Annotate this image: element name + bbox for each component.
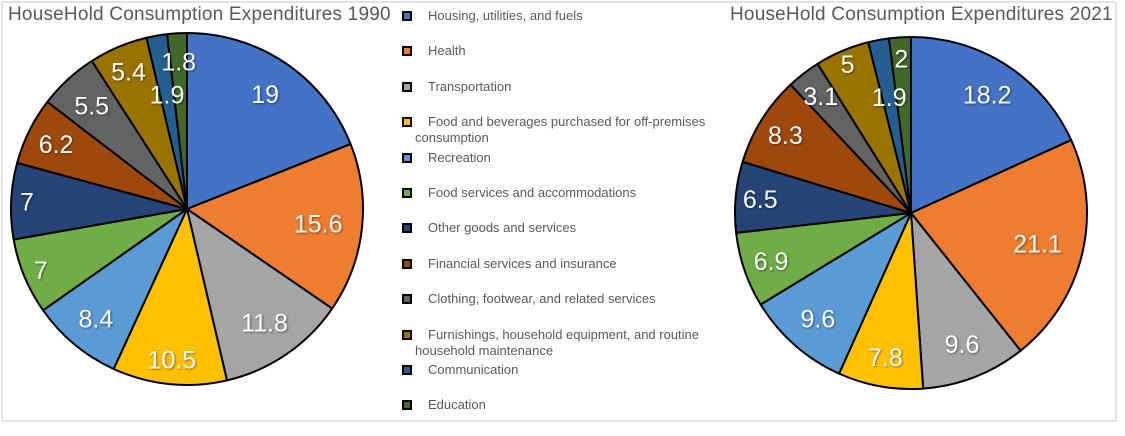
pie-data-label: 1.9 [150,82,185,110]
pie-data-label: 1.9 [872,84,907,112]
legend-item-transportation[interactable]: Transportation [402,79,732,114]
legend-item-label: Transportation [428,78,512,94]
legend-swatch-icon [402,187,412,198]
pie-data-label: 3.1 [803,83,838,111]
legend-item-food-services-and-accommodations[interactable]: Food services and accommodations [402,185,732,220]
pie-data-label: 18.2 [963,82,1012,110]
legend-item-label: Other goods and services [428,220,577,236]
legend-item-financial-services-and-insurance[interactable]: Financial services and insurance [402,256,732,291]
pie-slice-food-and-beverages-purchased-for-off-pre[interactable] [112,208,228,386]
legend-item-housing-utilities-and-fuels[interactable]: Housing, utilities, and fuels [402,8,732,43]
pie-slice-health[interactable] [910,139,1088,352]
legend-swatch-icon [402,400,412,411]
legend-item-label: Recreation [428,149,491,165]
pie-data-label: 9.6 [801,306,836,334]
pie-data-label: 5.4 [111,58,146,86]
legend-item-label: Education [428,397,486,413]
pie-data-label: 8.3 [768,122,803,150]
legend-swatch-icon [402,329,412,340]
pie-slice-transportation[interactable] [186,208,334,382]
pie-data-label: 6.5 [743,186,778,214]
pie-slice-transportation[interactable] [910,212,1022,390]
pie-chart-2021: 18.2 21.1 9.6 7.8 9.6 6.9 6.5 8.33.15 1.9 2 [733,36,1088,390]
legend-item-clothing-footwear-and-related-services[interactable]: Clothing, footwear, and related services [402,291,732,326]
pie-data-label: 7 [34,257,48,285]
legend-item-label: Financial services and insurance [428,255,617,271]
pie-slice-education[interactable] [166,31,188,210]
pie-data-label: 7.8 [868,344,903,372]
legend-swatch-icon [402,46,412,57]
legend-item-furnishings-household-equipment-and-rout[interactable]: Furnishings, household equipment, and ro… [402,327,732,362]
pie-slice-education[interactable] [887,36,912,214]
pie-data-label: 2 [894,45,908,73]
legend-item-label: Communication [428,361,519,377]
legend-item-recreation[interactable]: Recreation [402,150,732,185]
chart-title-2021[interactable]: HouseHold Consumption Expenditures 2021 [730,4,1113,25]
pie-slice-housing-utilities-and-fuels[interactable] [910,36,1073,214]
pie-data-label: 6.2 [39,131,74,159]
chart-frame-border [1,1,1117,422]
pie-slice-health[interactable] [186,143,364,310]
pie-data-label: 10.5 [147,347,196,375]
pie-data-label: 19 [251,81,279,109]
pie-slice-recreation[interactable] [759,212,912,375]
legend-swatch-icon [402,81,412,92]
pie-data-label: 7 [20,189,34,217]
pie-data-label: 5 [841,51,855,79]
pie-slice-recreation[interactable] [42,208,188,370]
legend-item-label: Furnishings, household equipment, and ro… [415,326,700,358]
legend-item-health[interactable]: Health [402,43,732,78]
legend-item-education[interactable]: Education [402,397,732,432]
chart-legend: Housing, utilities, and fuels Health Trans… [402,8,732,433]
legend-item-communication[interactable]: Communication [402,362,732,397]
legend-item-label: Food services and accommodations [428,184,637,200]
legend-swatch-icon [402,223,412,234]
pie-data-label: 15.6 [294,211,343,239]
legend-item-label: Housing, utilities, and fuels [428,8,583,23]
pie-slice-financial-services-and-insurance[interactable] [741,83,912,214]
legend-swatch-icon [402,364,412,375]
pie-data-label: 8.4 [79,306,114,334]
legend-item-label: Clothing, footwear, and related services [428,291,656,307]
pie-data-label: 21.1 [1013,230,1062,258]
legend-item-other-goods-and-services[interactable]: Other goods and services [402,220,732,255]
pie-slice-housing-utilities-and-fuels[interactable] [186,32,352,210]
legend-swatch-icon [402,294,412,305]
legend-item-label: Food and beverages purchased for off-pre… [415,114,706,146]
legend-swatch-icon [402,11,412,21]
pie-data-label: 5.5 [74,92,109,120]
legend-swatch-icon [402,117,412,128]
legend-item-food-and-beverages-purchased-for-off-pre[interactable]: Food and beverages purchased for off-pre… [402,114,732,149]
legend-swatch-icon [402,258,412,269]
pie-data-label: 9.6 [945,331,980,359]
legend-swatch-icon [402,152,412,163]
legend-item-label: Health [428,43,466,59]
chart-title-1990[interactable]: HouseHold Consumption Expenditures 1990 [8,4,391,25]
pie-data-label: 1.8 [161,48,196,76]
pie-data-label: 6.9 [754,248,789,276]
pie-chart-1990: 19 15.6 11.8 10.5 8.4 7 7 6.25.55.41.9 1.8 [10,31,364,386]
pie-data-label: 11.8 [241,309,288,337]
